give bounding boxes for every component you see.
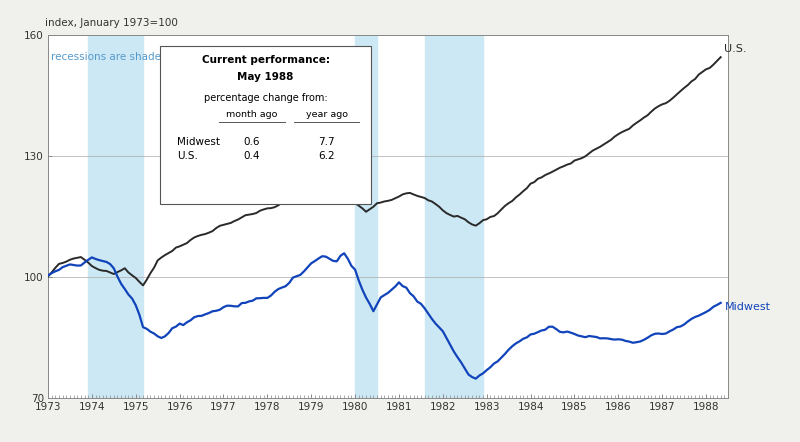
Text: month ago: month ago bbox=[226, 110, 278, 118]
Text: May 1988: May 1988 bbox=[238, 72, 294, 82]
Text: U.S.: U.S. bbox=[178, 151, 198, 161]
Text: year ago: year ago bbox=[306, 110, 348, 118]
Bar bbox=[425, 35, 483, 398]
Text: Midwest: Midwest bbox=[725, 302, 770, 312]
Text: 7.7: 7.7 bbox=[318, 137, 335, 147]
Text: Midwest: Midwest bbox=[178, 137, 220, 147]
Bar bbox=[355, 35, 377, 398]
Bar bbox=[88, 35, 143, 398]
Text: index, January 1973=100: index, January 1973=100 bbox=[45, 18, 178, 28]
Text: 0.4: 0.4 bbox=[244, 151, 260, 161]
Text: 6.2: 6.2 bbox=[318, 151, 335, 161]
Text: percentage change from:: percentage change from: bbox=[204, 93, 327, 103]
Text: U.S.: U.S. bbox=[725, 44, 747, 54]
FancyBboxPatch shape bbox=[160, 46, 371, 204]
Text: 0.6: 0.6 bbox=[244, 137, 260, 147]
Text: recessions are shaded: recessions are shaded bbox=[51, 52, 168, 62]
Text: Current performance:: Current performance: bbox=[202, 55, 330, 65]
